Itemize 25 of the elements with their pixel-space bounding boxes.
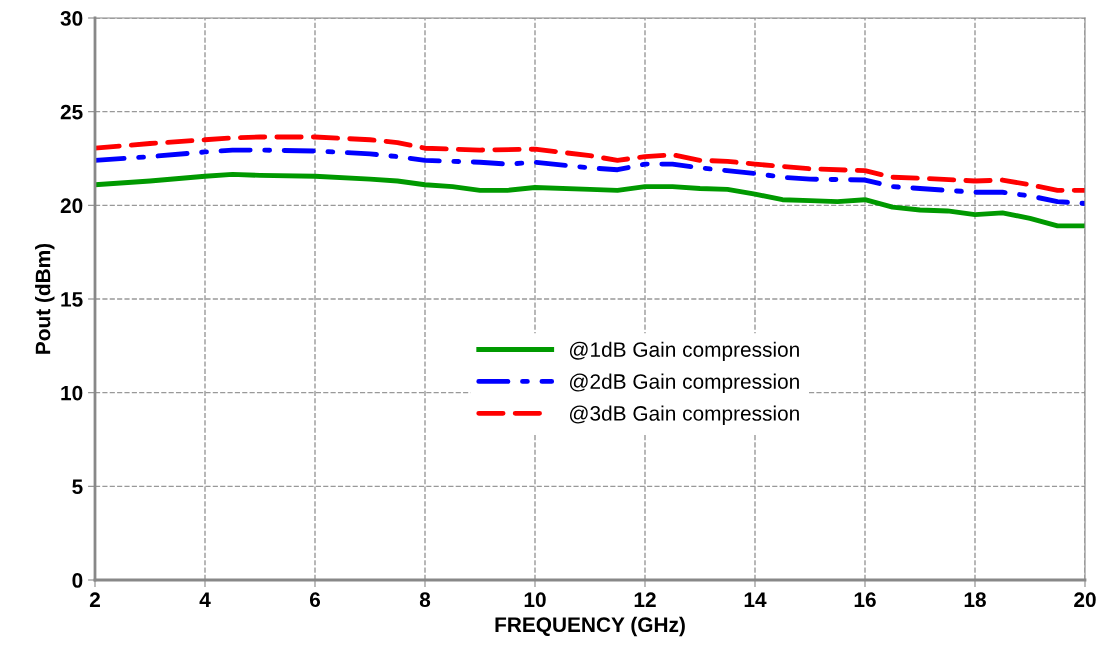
y-tick-label: 20 <box>60 198 83 214</box>
x-tick-label: 10 <box>524 592 546 608</box>
y-tick-label: 0 <box>72 573 83 588</box>
x-tick-label: 8 <box>419 592 431 608</box>
y-tick-label: 30 <box>60 11 83 26</box>
line-series <box>95 171 1085 229</box>
x-tick-label: 2 <box>89 592 100 607</box>
y-tick-label: 10 <box>61 385 83 401</box>
line-series <box>95 134 1085 193</box>
x-tick-label: 20 <box>1074 592 1096 608</box>
y-tick-label: 15 <box>61 292 83 307</box>
x-tick-label: 14 <box>744 592 767 607</box>
y-tick-label: 5 <box>72 479 83 495</box>
x-axis-title: FREQUENCY (GHz) <box>495 616 685 637</box>
x-tick-label: 6 <box>309 592 321 608</box>
legend-label: @1dB Gain compression <box>569 341 799 362</box>
x-tick-label: 12 <box>634 592 656 607</box>
y-axis-title: Pout (dBm) <box>35 243 55 354</box>
legend-label: @3dB Gain compression <box>569 405 799 425</box>
y-tick-label: 25 <box>60 104 83 120</box>
legend-label: @2dB Gain compression <box>569 373 799 394</box>
x-tick-label: 16 <box>854 592 876 608</box>
line-series <box>95 147 1085 206</box>
x-tick-label: 4 <box>199 592 211 607</box>
x-tick-label: 18 <box>964 592 986 608</box>
